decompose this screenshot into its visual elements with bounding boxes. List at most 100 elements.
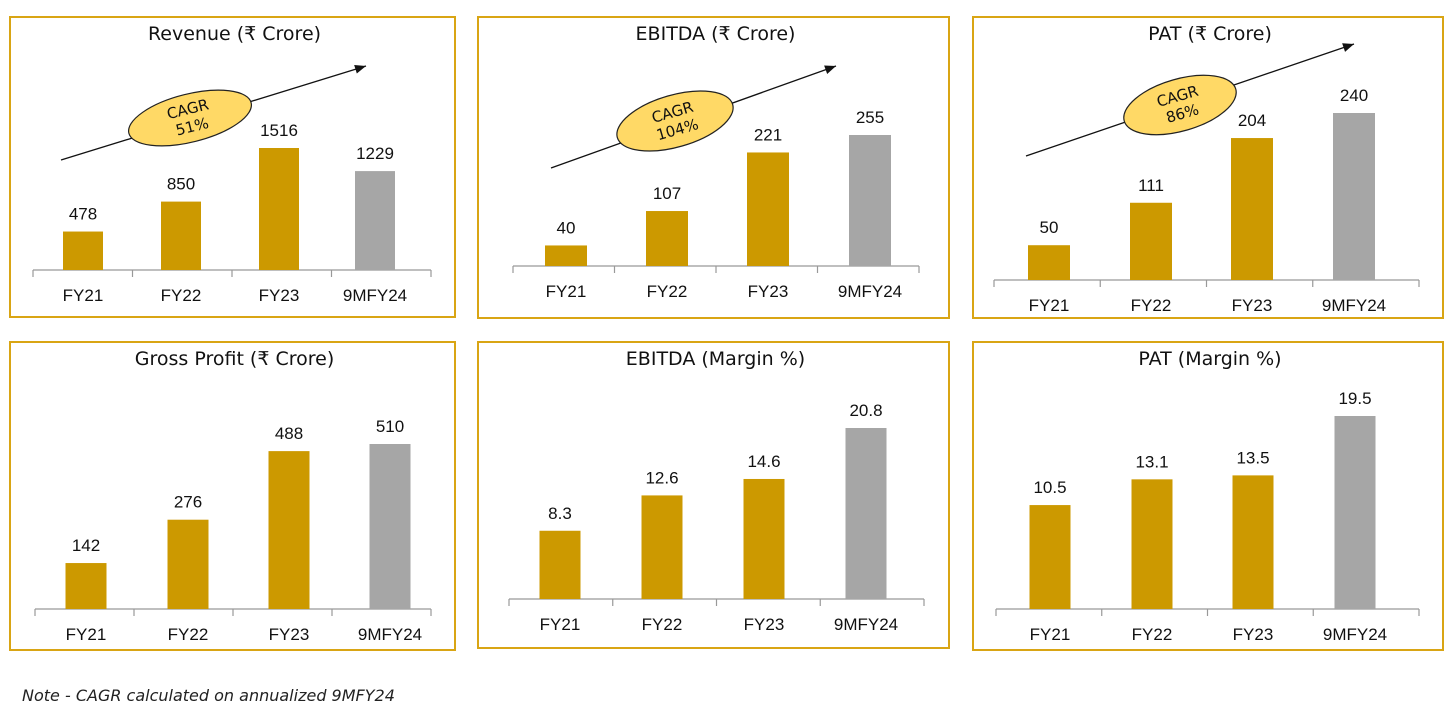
bar-fy23 <box>268 451 310 609</box>
cagr-ellipse <box>616 90 734 152</box>
bar-fy22 <box>646 211 688 266</box>
category-label: FY21 <box>540 615 581 634</box>
category-label: FY23 <box>1233 625 1274 644</box>
chart-title: PAT (₹ Crore) <box>1148 23 1272 45</box>
bar-fy22 <box>641 495 683 599</box>
bar-9mfy24 <box>845 428 887 599</box>
data-label: 478 <box>69 205 97 224</box>
category-label: FY23 <box>1232 296 1273 315</box>
chart-title: PAT (Margin %) <box>1138 348 1281 370</box>
data-label: 255 <box>856 108 884 127</box>
cagr-arrowhead <box>354 64 366 74</box>
data-label: 221 <box>754 125 782 144</box>
data-label: 13.1 <box>1135 452 1168 471</box>
category-label: FY22 <box>1132 625 1173 644</box>
chart-title: EBITDA (Margin %) <box>626 348 805 370</box>
data-label: 107 <box>653 184 681 203</box>
bar-fy23 <box>747 152 789 266</box>
bar-fy21 <box>1028 245 1070 280</box>
data-label: 1516 <box>260 121 298 140</box>
bar-fy22 <box>1131 479 1173 609</box>
bar-fy23 <box>743 478 785 599</box>
category-label: FY22 <box>642 615 683 634</box>
data-label: 19.5 <box>1338 389 1371 408</box>
bar-9mfy24 <box>355 171 395 270</box>
category-label: 9MFY24 <box>343 286 407 305</box>
gross-profit-chart-svg: Gross Profit (₹ Crore) 142 FY21 276 FY22 488 F… <box>34 348 432 644</box>
ebitda-chart-panel: EBITDA (₹ Crore) CAGR 104% 40 FY21 107 FY22 221… <box>477 16 950 319</box>
category-label: FY22 <box>647 282 688 301</box>
category-label: FY22 <box>1131 296 1172 315</box>
category-label: FY23 <box>748 282 789 301</box>
category-label: FY22 <box>161 286 202 305</box>
bar-fy21 <box>65 563 107 609</box>
data-label: 111 <box>1138 176 1164 195</box>
data-label: 50 <box>1040 218 1059 237</box>
cagr-arrowhead <box>1342 43 1354 52</box>
bar-9mfy24 <box>849 135 891 266</box>
footnote: Note - CAGR calculated on annualized 9MF… <box>22 686 395 705</box>
data-label: 276 <box>174 493 202 512</box>
data-label: 240 <box>1340 86 1368 105</box>
bar-9mfy24 <box>369 444 411 609</box>
data-label: 142 <box>72 536 100 555</box>
bar-fy23 <box>1232 475 1274 609</box>
category-label: FY23 <box>744 615 785 634</box>
data-label: 488 <box>275 424 303 443</box>
category-label: FY21 <box>1030 625 1071 644</box>
category-label: 9MFY24 <box>1323 625 1387 644</box>
ebitda-margin-chart-svg: EBITDA (Margin %) 8.3 FY21 12.6 FY22 14.6 FY23… <box>508 348 925 634</box>
bar-fy22 <box>1130 202 1172 280</box>
category-label: 9MFY24 <box>1322 296 1386 315</box>
bar-fy21 <box>63 231 103 270</box>
data-label: 13.5 <box>1236 448 1269 467</box>
cagr-ellipse <box>1123 74 1237 136</box>
revenue-chart-panel: Revenue (₹ Crore) CAGR 51% 478 FY21 850 FY22 15… <box>9 16 456 318</box>
category-label: FY22 <box>168 625 209 644</box>
bar-fy22 <box>161 201 201 270</box>
category-label: FY23 <box>269 625 310 644</box>
chart-title: Revenue (₹ Crore) <box>148 23 321 45</box>
category-label: 9MFY24 <box>358 625 422 644</box>
category-label: FY21 <box>66 625 107 644</box>
data-label: 12.6 <box>645 468 678 487</box>
data-label: 40 <box>557 218 576 237</box>
chart-title: Gross Profit (₹ Crore) <box>135 348 335 370</box>
pat-margin-chart-panel: PAT (Margin %) 10.5 FY21 13.1 FY22 13.5 FY23 19… <box>972 341 1444 651</box>
data-label: 510 <box>376 417 404 436</box>
ebitda-margin-chart-panel: EBITDA (Margin %) 8.3 FY21 12.6 FY22 14.6 FY23… <box>477 341 950 649</box>
data-label: 850 <box>167 175 195 194</box>
bar-fy21 <box>1029 505 1071 609</box>
bar-fy22 <box>167 519 209 609</box>
bar-fy23 <box>259 148 299 270</box>
category-label: 9MFY24 <box>834 615 898 634</box>
chart-title: EBITDA (₹ Crore) <box>636 23 796 45</box>
category-label: FY21 <box>1029 296 1070 315</box>
category-label: 9MFY24 <box>838 282 902 301</box>
cagr-arrowhead <box>824 65 836 74</box>
data-label: 8.3 <box>548 504 572 523</box>
bar-9mfy24 <box>1334 416 1376 609</box>
category-label: FY21 <box>546 282 587 301</box>
bar-fy21 <box>539 530 581 599</box>
pat-margin-chart-svg: PAT (Margin %) 10.5 FY21 13.1 FY22 13.5 FY23 19… <box>995 348 1420 644</box>
data-label: 10.5 <box>1033 478 1066 497</box>
data-label: 204 <box>1238 111 1266 130</box>
cagr-ellipse <box>127 89 253 147</box>
category-label: FY21 <box>63 286 104 305</box>
data-label: 1229 <box>356 144 394 163</box>
data-label: 20.8 <box>849 401 882 420</box>
bar-9mfy24 <box>1333 113 1375 280</box>
pat-chart-panel: PAT (₹ Crore) CAGR 86% 50 FY21 111 FY22 204 FY23… <box>972 16 1444 319</box>
gross-profit-chart-panel: Gross Profit (₹ Crore) 142 FY21 276 FY22 488 F… <box>9 341 456 651</box>
data-label: 14.6 <box>747 452 780 471</box>
bar-fy21 <box>545 245 587 266</box>
category-label: FY23 <box>259 286 300 305</box>
bar-fy23 <box>1231 138 1273 280</box>
